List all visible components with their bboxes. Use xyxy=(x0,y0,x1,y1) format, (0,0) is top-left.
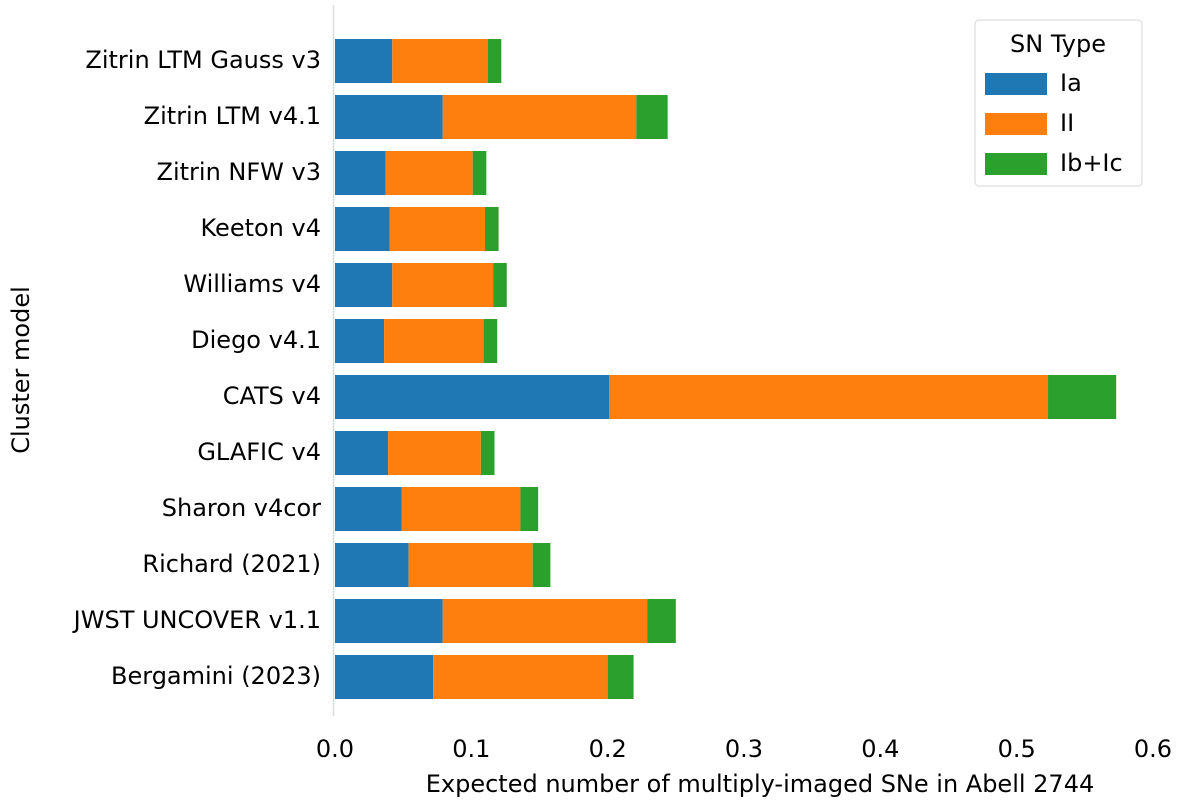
y-tick-label: Zitrin LTM Gauss v3 xyxy=(85,46,321,74)
legend-swatch xyxy=(985,153,1047,175)
x-tick-label: 0.6 xyxy=(1134,735,1172,763)
bar-segment xyxy=(647,599,676,643)
y-axis-label: Cluster model xyxy=(7,286,35,454)
bar-segment xyxy=(433,655,608,699)
legend-label: Ia xyxy=(1060,69,1082,97)
bar-segment xyxy=(392,263,494,307)
bar-segment xyxy=(472,151,487,195)
y-tick-label: Zitrin LTM v4.1 xyxy=(144,102,321,130)
bar-segment xyxy=(335,655,434,699)
x-tick-label: 0.5 xyxy=(998,735,1036,763)
bar-segment xyxy=(484,207,499,251)
bar-segment xyxy=(1048,375,1117,419)
x-axis-label: Expected number of multiply-imaged SNe i… xyxy=(426,770,1095,798)
x-tick-label: 0.4 xyxy=(861,735,899,763)
bar-segment xyxy=(487,39,502,83)
y-tick-label: Diego v4.1 xyxy=(191,326,321,354)
bar-segment xyxy=(480,431,495,475)
bar-segment xyxy=(385,151,473,195)
x-tick-label: 0.2 xyxy=(589,735,627,763)
y-tick-label: JWST UNCOVER v1.1 xyxy=(72,606,321,634)
bar-segment xyxy=(483,319,498,363)
bar-segment xyxy=(532,543,551,587)
bar-segment xyxy=(609,375,1049,419)
bar-segment xyxy=(401,487,521,531)
bar-segment xyxy=(335,431,389,475)
bar-segment xyxy=(335,263,393,307)
bar-segment xyxy=(607,655,634,699)
bar-segment xyxy=(384,319,484,363)
bar-segment xyxy=(408,543,533,587)
y-tick-label: Richard (2021) xyxy=(142,550,321,578)
y-tick-label: Sharon v4cor xyxy=(162,494,321,522)
bar-segment xyxy=(335,95,443,139)
bar-segment xyxy=(493,263,507,307)
legend-label: Ib+Ic xyxy=(1060,149,1123,177)
bar-segment xyxy=(335,599,443,643)
bar-segment xyxy=(335,319,385,363)
y-tick-label: Zitrin NFW v3 xyxy=(157,158,321,186)
legend-box xyxy=(974,19,1143,187)
bar-segment xyxy=(442,599,648,643)
bar-segment xyxy=(388,431,481,475)
x-tick-label: 0.1 xyxy=(452,735,490,763)
y-tick-label: Williams v4 xyxy=(183,270,321,298)
bar-segment xyxy=(389,207,485,251)
bar-segment xyxy=(335,487,402,531)
y-tick-label: GLAFIC v4 xyxy=(197,438,321,466)
bar-segment xyxy=(520,487,539,531)
x-tick-label: 0.3 xyxy=(725,735,763,763)
bar-segment xyxy=(335,207,390,251)
bar-segment xyxy=(335,39,393,83)
x-tick-label: 0.0 xyxy=(316,735,354,763)
bar-segment xyxy=(335,151,386,195)
legend-swatch xyxy=(985,113,1047,135)
legend-swatch xyxy=(985,73,1047,95)
bar-segment xyxy=(335,375,610,419)
bar-segment xyxy=(636,95,668,139)
y-tick-label: Keeton v4 xyxy=(201,214,321,242)
legend-label: II xyxy=(1060,109,1074,137)
legend-title: SN Type xyxy=(1010,30,1106,58)
bar-segment xyxy=(335,543,409,587)
bar-segment xyxy=(442,95,637,139)
y-tick-label: Bergamini (2023) xyxy=(111,662,321,690)
y-tick-label: CATS v4 xyxy=(223,382,321,410)
bar-segment xyxy=(392,39,488,83)
